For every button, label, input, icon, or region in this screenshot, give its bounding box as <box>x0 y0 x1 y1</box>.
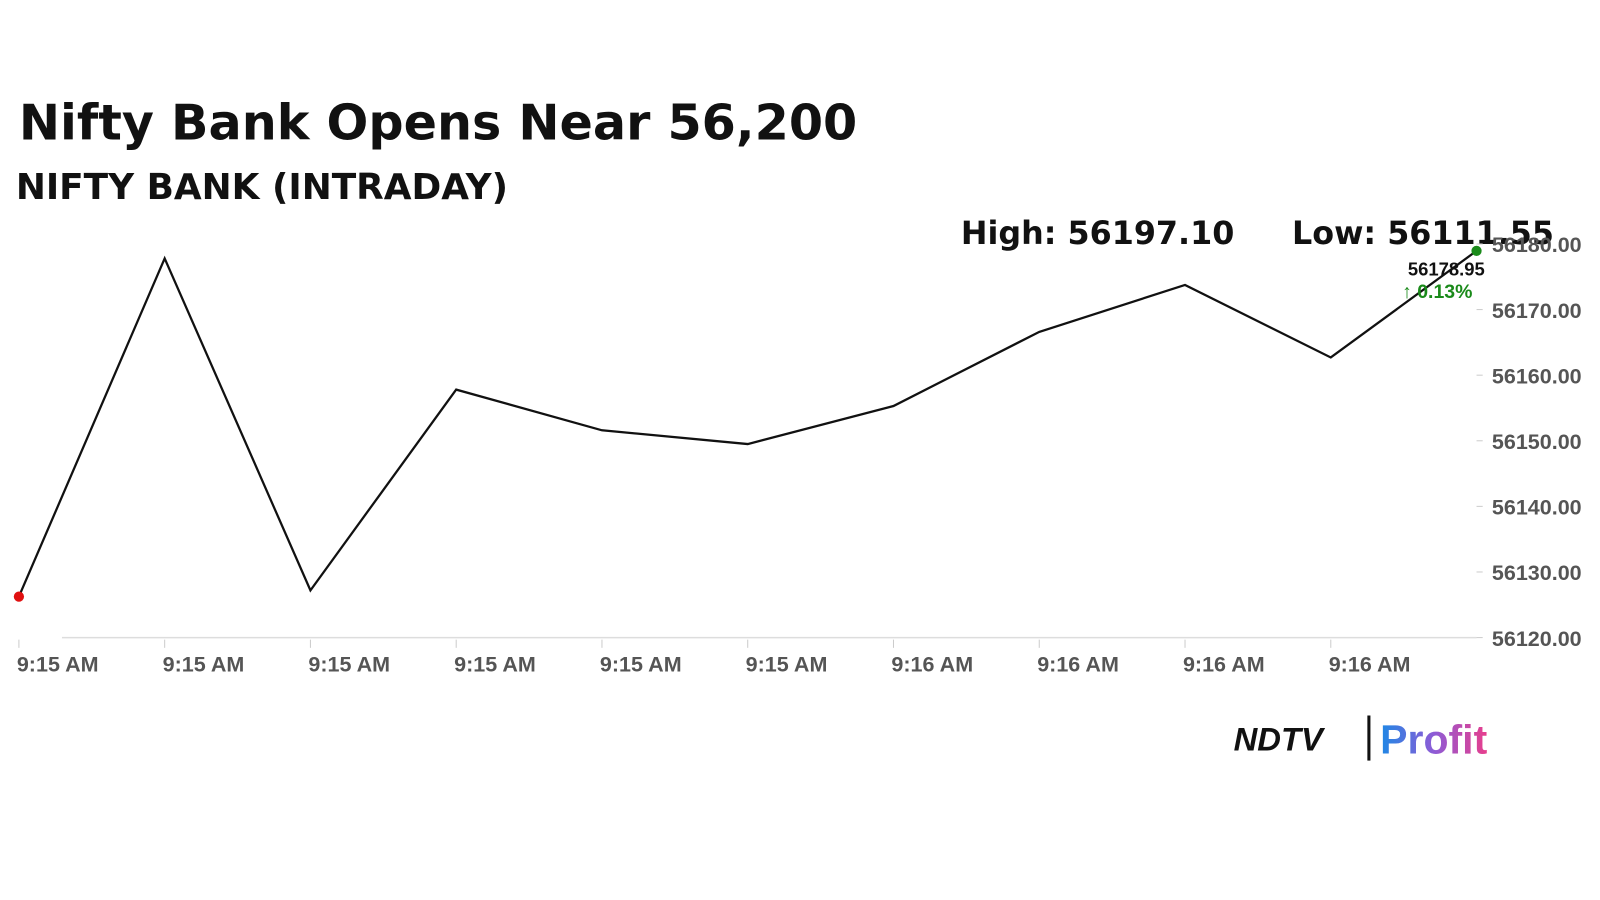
logo-left: NDTV <box>1234 720 1326 757</box>
x-tick-label: 9:15 AM <box>308 652 390 676</box>
y-tick-label: 56150.00 <box>1492 430 1582 454</box>
x-tick-label: 9:15 AM <box>454 652 536 676</box>
y-tick-label: 56120.00 <box>1492 627 1582 651</box>
x-tick-label: 9:15 AM <box>17 652 99 676</box>
high-label: High: 56197.10 <box>961 216 1234 252</box>
y-tick-label: 56130.00 <box>1492 561 1582 585</box>
y-tick-label: 56160.00 <box>1492 364 1582 388</box>
x-tick-label: 9:15 AM <box>746 652 828 676</box>
y-tick-label: 56170.00 <box>1492 299 1582 323</box>
x-tick-label: 9:16 AM <box>891 652 973 676</box>
logo: NDTV Profit <box>1234 715 1488 762</box>
logo-right: Profit <box>1380 716 1487 762</box>
y-tick-label: 56140.00 <box>1492 496 1582 520</box>
x-tick-label: 9:16 AM <box>1329 652 1411 676</box>
change-label: ↑ 0.13% <box>1402 281 1472 303</box>
chart-subtitle: NIFTY BANK (INTRADAY) <box>16 167 508 208</box>
y-tick-label: 56180.00 <box>1492 233 1582 257</box>
x-tick-label: 9:15 AM <box>163 652 245 676</box>
value-label: 56178.95 <box>1408 258 1485 279</box>
price-line <box>17 249 1478 598</box>
end-point <box>1471 245 1482 256</box>
x-tick-label: 9:15 AM <box>600 652 682 676</box>
chart-title: Nifty Bank Opens Near 56,200 <box>19 93 857 151</box>
x-tick-label: 9:16 AM <box>1037 652 1119 676</box>
x-tick-label: 9:16 AM <box>1183 652 1265 676</box>
low-label: Low: 56111.55 <box>1292 216 1554 252</box>
start-point <box>13 591 25 602</box>
